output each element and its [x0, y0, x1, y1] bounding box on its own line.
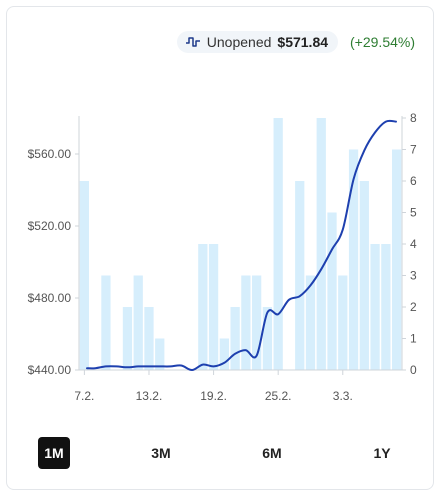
price-trend-icon	[185, 37, 200, 47]
volume-bar	[338, 275, 348, 370]
volume-bar	[359, 181, 369, 370]
range-button-3m[interactable]: 3M	[145, 437, 177, 469]
volume-bar	[295, 181, 305, 370]
x-axis-tick-label: 19.2.	[200, 389, 227, 403]
right-axis-tick-label: 1	[410, 332, 417, 346]
range-button-1m[interactable]: 1M	[38, 437, 70, 469]
legend-price: $571.84	[277, 34, 329, 50]
x-axis-tick-label: 25.2.	[265, 389, 292, 403]
right-axis-tick-label: 6	[410, 174, 417, 188]
volume-bar	[252, 275, 262, 370]
x-axis-tick-label: 13.2.	[136, 389, 163, 403]
volume-bar	[101, 275, 111, 370]
volume-bar	[230, 307, 240, 370]
x-axis-tick-label: 3.3.	[333, 389, 353, 403]
left-axis-tick-label: $520.00	[28, 219, 72, 233]
right-axis-tick-label: 4	[410, 237, 417, 251]
volume-bar	[316, 118, 326, 370]
legend-series-name: Unopened	[206, 34, 272, 50]
volume-bar	[391, 149, 402, 370]
legend-pill[interactable]: Unopened $571.84	[176, 31, 339, 53]
right-axis-tick-label: 8	[410, 111, 417, 125]
volume-bar	[198, 244, 208, 370]
right-axis-tick-label: 5	[410, 206, 417, 220]
legend-change: (+29.54%)	[350, 34, 415, 50]
chart-legend[interactable]: Unopened $571.84 (+29.54%)	[176, 29, 415, 55]
volume-bar	[348, 149, 359, 370]
left-axis-tick-label: $480.00	[28, 291, 72, 305]
right-axis-tick-label: 7	[410, 143, 417, 157]
volume-bar	[327, 212, 337, 370]
right-axis-tick-label: 0	[410, 363, 417, 377]
range-button-6m[interactable]: 6M	[256, 437, 288, 469]
right-axis-tick-label: 3	[410, 269, 417, 283]
volume-bar	[144, 307, 154, 370]
volume-bar	[219, 338, 229, 370]
price-chart: $440.00 $480.00 $520.00 $560.00 0 1 2 3 4 5 6 7 8 7.2…	[28, 111, 417, 403]
volume-bar	[122, 307, 133, 370]
volume-bar	[208, 244, 219, 370]
time-range-selector: 1M 3M 6M 1Y	[38, 437, 398, 469]
price-line	[86, 119, 397, 371]
volume-bar	[133, 275, 143, 370]
volume-bar	[79, 181, 90, 370]
volume-bar	[381, 244, 391, 370]
volume-bar	[241, 275, 251, 370]
range-button-1y[interactable]: 1Y	[366, 437, 398, 469]
volume-bar	[370, 244, 380, 370]
volume-bar	[262, 307, 273, 370]
volume-bar	[273, 118, 283, 370]
volume-bar	[155, 338, 165, 370]
left-axis-tick-label: $560.00	[28, 147, 72, 161]
right-axis-tick-label: 2	[410, 300, 417, 314]
volume-bar	[305, 275, 316, 370]
x-axis-tick-label: 7.2.	[74, 389, 94, 403]
left-axis-tick-label: $440.00	[28, 363, 72, 377]
